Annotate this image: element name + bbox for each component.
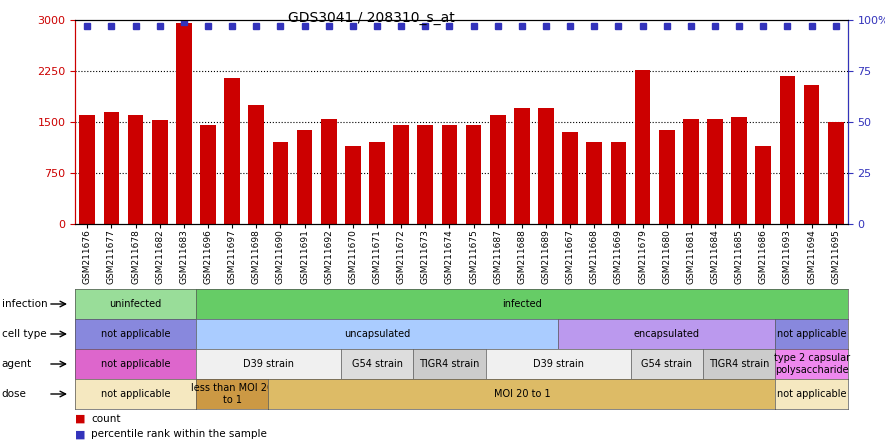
Bar — [587, 143, 602, 224]
Bar — [538, 108, 554, 224]
Bar — [780, 76, 796, 224]
Bar — [176, 24, 192, 224]
Text: type 2 capsular
polysaccharide: type 2 capsular polysaccharide — [773, 353, 850, 375]
Text: D39 strain: D39 strain — [242, 359, 294, 369]
Bar — [418, 125, 433, 224]
Bar — [249, 105, 264, 224]
Text: percentile rank within the sample: percentile rank within the sample — [91, 429, 267, 439]
Text: encapsulated: encapsulated — [634, 329, 700, 339]
Text: MOI 20 to 1: MOI 20 to 1 — [494, 389, 550, 399]
Bar — [514, 108, 530, 224]
Text: dose: dose — [2, 389, 27, 399]
Bar — [369, 143, 385, 224]
Bar — [321, 119, 336, 224]
Text: G54 strain: G54 strain — [351, 359, 403, 369]
Bar — [659, 130, 674, 224]
Text: infected: infected — [502, 299, 542, 309]
Text: uncapsulated: uncapsulated — [344, 329, 410, 339]
Bar — [224, 78, 240, 224]
Bar — [127, 115, 143, 224]
Bar — [393, 125, 409, 224]
Bar — [683, 119, 699, 224]
Text: TIGR4 strain: TIGR4 strain — [709, 359, 769, 369]
Text: GDS3041 / 208310_s_at: GDS3041 / 208310_s_at — [289, 11, 455, 25]
Bar — [80, 115, 96, 224]
Bar — [152, 120, 167, 224]
Bar — [635, 70, 650, 224]
Bar — [200, 125, 216, 224]
Bar — [707, 119, 723, 224]
Bar — [273, 143, 289, 224]
Bar — [611, 143, 627, 224]
Bar — [827, 122, 843, 224]
Text: D39 strain: D39 strain — [533, 359, 583, 369]
Bar — [731, 117, 747, 224]
Text: cell type: cell type — [2, 329, 46, 339]
Text: not applicable: not applicable — [101, 359, 170, 369]
Bar — [345, 146, 361, 224]
Bar — [104, 112, 119, 224]
Text: not applicable: not applicable — [777, 329, 846, 339]
Text: TIGR4 strain: TIGR4 strain — [419, 359, 480, 369]
Text: uninfected: uninfected — [110, 299, 162, 309]
Text: not applicable: not applicable — [777, 389, 846, 399]
Bar — [466, 125, 481, 224]
Text: infection: infection — [2, 299, 48, 309]
Bar — [442, 125, 458, 224]
Bar — [490, 115, 505, 224]
Text: agent: agent — [2, 359, 32, 369]
Bar — [562, 132, 578, 224]
Text: ■: ■ — [75, 429, 86, 439]
Text: not applicable: not applicable — [101, 389, 170, 399]
Text: less than MOI 20
to 1: less than MOI 20 to 1 — [191, 383, 273, 405]
Bar — [296, 130, 312, 224]
Bar — [756, 146, 771, 224]
Text: G54 strain: G54 strain — [642, 359, 692, 369]
Bar — [804, 85, 820, 224]
Text: count: count — [91, 414, 120, 424]
Text: ■: ■ — [75, 414, 86, 424]
Text: not applicable: not applicable — [101, 329, 170, 339]
